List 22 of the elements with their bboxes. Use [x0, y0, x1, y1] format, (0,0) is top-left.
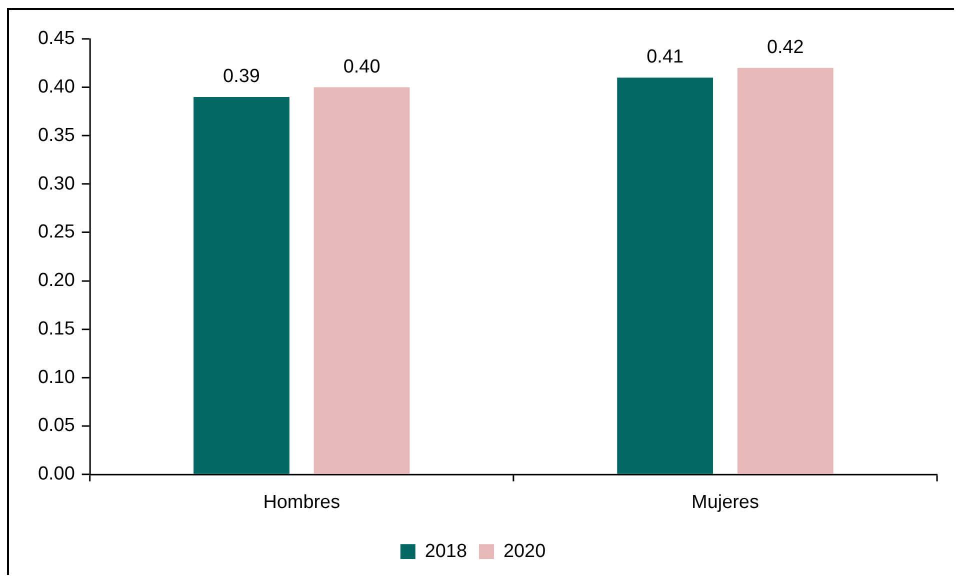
y-tick-label: 0.40	[38, 76, 75, 98]
x-tick-label: Mujeres	[692, 492, 759, 513]
legend-label: 2020	[503, 540, 546, 562]
y-tick-label: 0.25	[38, 222, 75, 243]
y-tick-label: 0.30	[38, 173, 75, 194]
data-label: 0.41	[646, 46, 684, 68]
y-tick-label: 0.35	[38, 124, 75, 146]
x-tick-label: Hombres	[263, 492, 340, 513]
bar	[737, 68, 834, 474]
y-tick-label: 0.10	[38, 366, 75, 388]
y-tick-label: 0.05	[38, 415, 75, 436]
legend-label: 2018	[424, 540, 468, 562]
y-tick-label: 0.20	[38, 270, 75, 292]
y-tick-label: 0.00	[38, 464, 75, 485]
bar	[194, 96, 290, 474]
y-tick-label: 0.45	[38, 28, 75, 50]
data-label: 0.40	[343, 56, 380, 78]
bar	[617, 78, 714, 474]
data-label: 0.42	[766, 36, 804, 58]
data-label: 0.39	[223, 66, 260, 88]
bar	[314, 87, 410, 474]
y-tick-label: 0.15	[38, 318, 75, 340]
